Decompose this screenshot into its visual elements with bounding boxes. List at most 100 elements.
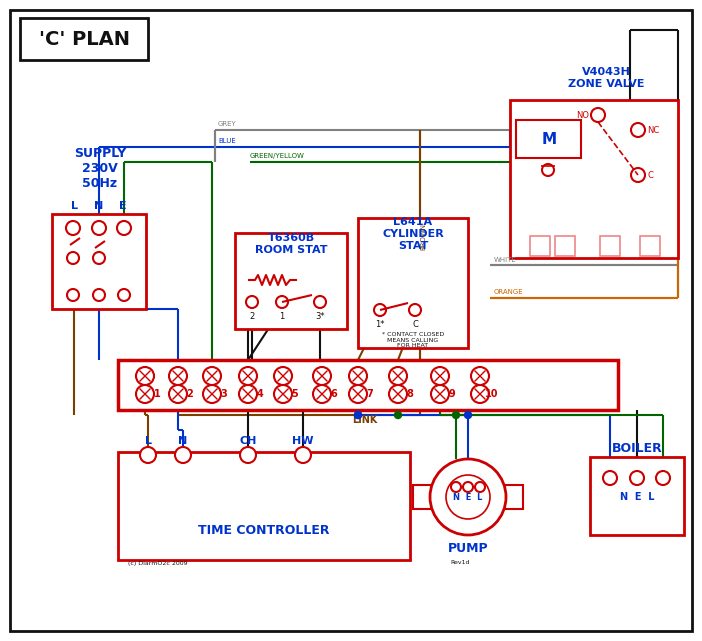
Text: T6360B
ROOM STAT: T6360B ROOM STAT [255, 233, 327, 255]
Circle shape [451, 482, 461, 492]
Text: V4043H
ZONE VALVE: V4043H ZONE VALVE [568, 67, 644, 89]
Bar [600, 236, 620, 256]
Circle shape [631, 168, 645, 182]
Text: 3: 3 [220, 389, 227, 399]
Text: L: L [70, 201, 77, 211]
Text: M: M [541, 131, 557, 147]
Text: 2: 2 [249, 312, 255, 320]
Circle shape [314, 296, 326, 308]
Circle shape [471, 385, 489, 403]
Circle shape [656, 471, 670, 485]
Text: WHITE: WHITE [494, 257, 517, 263]
Text: C: C [647, 171, 653, 179]
Circle shape [631, 123, 645, 137]
Circle shape [313, 367, 331, 385]
Text: N  E  L: N E L [620, 492, 654, 502]
Text: 1*: 1* [376, 319, 385, 328]
Circle shape [93, 289, 105, 301]
Circle shape [240, 447, 256, 463]
Circle shape [203, 367, 221, 385]
Text: 1: 1 [279, 312, 284, 320]
Circle shape [471, 367, 489, 385]
Circle shape [630, 471, 644, 485]
Circle shape [430, 459, 506, 535]
Circle shape [66, 221, 80, 235]
Text: TIME CONTROLLER: TIME CONTROLLER [198, 524, 330, 537]
Circle shape [239, 385, 257, 403]
Bar [413, 485, 431, 509]
Circle shape [409, 304, 421, 316]
Circle shape [313, 385, 331, 403]
Text: 2: 2 [187, 389, 193, 399]
Circle shape [140, 447, 156, 463]
Text: * CONTACT CLOSED
MEANS CALLING
FOR HEAT: * CONTACT CLOSED MEANS CALLING FOR HEAT [382, 331, 444, 348]
Text: BOILER: BOILER [611, 442, 663, 454]
Bar [20, 18, 148, 60]
Circle shape [203, 385, 221, 403]
Circle shape [395, 412, 402, 419]
Circle shape [67, 252, 79, 264]
Circle shape [274, 367, 292, 385]
Text: PUMP: PUMP [448, 542, 489, 554]
Circle shape [175, 447, 191, 463]
Circle shape [389, 385, 407, 403]
Circle shape [136, 385, 154, 403]
Circle shape [431, 385, 449, 403]
Circle shape [542, 164, 554, 176]
Circle shape [169, 385, 187, 403]
Circle shape [355, 412, 362, 419]
Circle shape [276, 296, 288, 308]
Bar [510, 100, 678, 258]
Circle shape [453, 412, 460, 419]
Bar [505, 485, 523, 509]
Text: BLUE: BLUE [218, 138, 236, 144]
Text: 4: 4 [257, 389, 263, 399]
Text: 10: 10 [485, 389, 498, 399]
Text: (c) DiarmO2c 2009: (c) DiarmO2c 2009 [128, 560, 187, 565]
Text: HW: HW [292, 436, 314, 446]
Bar [590, 457, 684, 535]
Text: GREY: GREY [218, 121, 237, 127]
Circle shape [389, 367, 407, 385]
Bar [235, 233, 347, 329]
Circle shape [431, 367, 449, 385]
Text: 9: 9 [449, 389, 456, 399]
Text: GREEN/YELLOW: GREEN/YELLOW [250, 153, 305, 159]
Circle shape [274, 385, 292, 403]
Circle shape [603, 471, 617, 485]
Text: 5: 5 [291, 389, 298, 399]
Circle shape [591, 108, 605, 122]
Circle shape [239, 367, 257, 385]
Circle shape [349, 367, 367, 385]
Text: 8: 8 [406, 389, 413, 399]
Circle shape [118, 289, 130, 301]
Text: C: C [412, 319, 418, 328]
Circle shape [465, 412, 472, 419]
Bar [358, 218, 468, 348]
Text: NO: NO [576, 110, 589, 119]
Text: L: L [145, 436, 152, 446]
Text: L641A
CYLINDER
STAT: L641A CYLINDER STAT [382, 217, 444, 251]
Text: 'C' PLAN: 'C' PLAN [39, 29, 129, 49]
Circle shape [295, 447, 311, 463]
Circle shape [169, 367, 187, 385]
Text: Rev1d: Rev1d [450, 560, 470, 565]
Text: BROWN: BROWN [420, 223, 426, 250]
Bar [52, 214, 146, 309]
Bar [555, 236, 575, 256]
Bar [640, 236, 660, 256]
Circle shape [463, 482, 473, 492]
Bar [530, 236, 550, 256]
Circle shape [117, 221, 131, 235]
Circle shape [92, 221, 106, 235]
Circle shape [475, 482, 485, 492]
Text: 6: 6 [331, 389, 338, 399]
Bar [118, 452, 410, 560]
Bar [516, 120, 581, 158]
Circle shape [246, 296, 258, 308]
Text: N  E  L: N E L [453, 492, 483, 501]
Circle shape [349, 385, 367, 403]
Bar [118, 360, 618, 410]
Circle shape [374, 304, 386, 316]
Text: 3*: 3* [315, 312, 325, 320]
